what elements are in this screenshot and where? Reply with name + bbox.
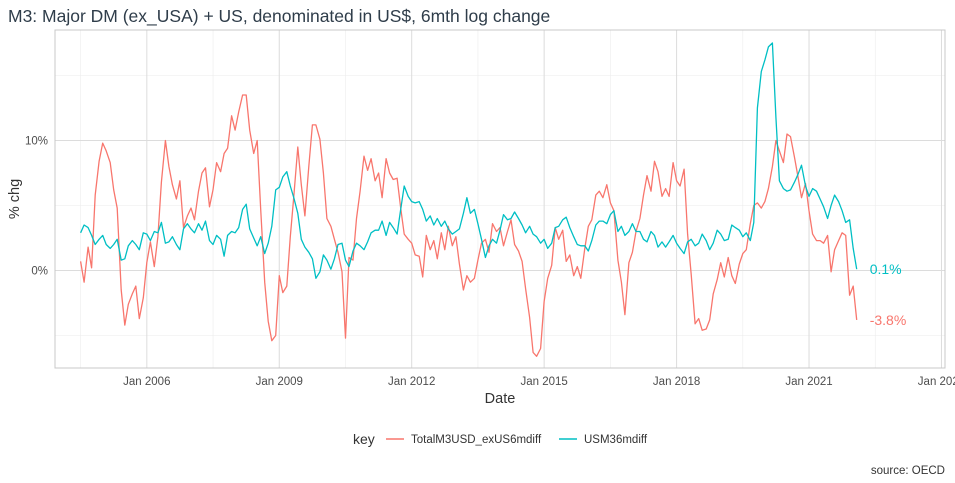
end-labels: 0.1% -3.8% bbox=[870, 261, 907, 328]
end-label-us-m3: 0.1% bbox=[870, 261, 902, 277]
x-tick-label: Jan 2018 bbox=[653, 376, 700, 388]
legend-label-total-m3: TotalM3USD_exUS6mdiff bbox=[411, 434, 542, 446]
x-axis-ticks: Jan 2006 Jan 2009 Jan 2012 Jan 2015 Jan 2018… bbox=[123, 376, 955, 388]
x-tick-label: Jan 2024 bbox=[918, 376, 955, 388]
plot-panel-border bbox=[54, 29, 946, 369]
x-tick-label: Jan 2015 bbox=[520, 376, 567, 388]
x-axis-title: Date bbox=[485, 391, 516, 407]
y-tick-label: 10% bbox=[25, 136, 48, 148]
chart-title: M3: Major DM (ex_USA) + US, denominated … bbox=[8, 6, 550, 27]
x-tick-label: Jan 2021 bbox=[785, 376, 832, 388]
grid-lines bbox=[55, 30, 945, 368]
x-tick-label: Jan 2006 bbox=[123, 376, 170, 388]
source-caption: source: OECD bbox=[871, 465, 945, 477]
legend: key TotalM3USD_exUS6mdiff USM36mdiff bbox=[353, 431, 648, 447]
series-line-total-m3-ex-us bbox=[79, 94, 858, 357]
legend-label-usm3: USM36mdiff bbox=[584, 434, 648, 446]
series-lines bbox=[79, 42, 858, 357]
series-line-us-m3 bbox=[80, 42, 858, 279]
y-axis-ticks: 0% 10% bbox=[25, 136, 48, 278]
x-tick-label: Jan 2009 bbox=[256, 376, 303, 388]
x-tick-label: Jan 2012 bbox=[388, 376, 435, 388]
legend-title: key bbox=[353, 431, 375, 447]
y-axis-title: % chg bbox=[7, 179, 23, 219]
end-label-total-m3-ex-us: -3.8% bbox=[870, 312, 907, 328]
y-tick-label: 0% bbox=[31, 266, 48, 278]
